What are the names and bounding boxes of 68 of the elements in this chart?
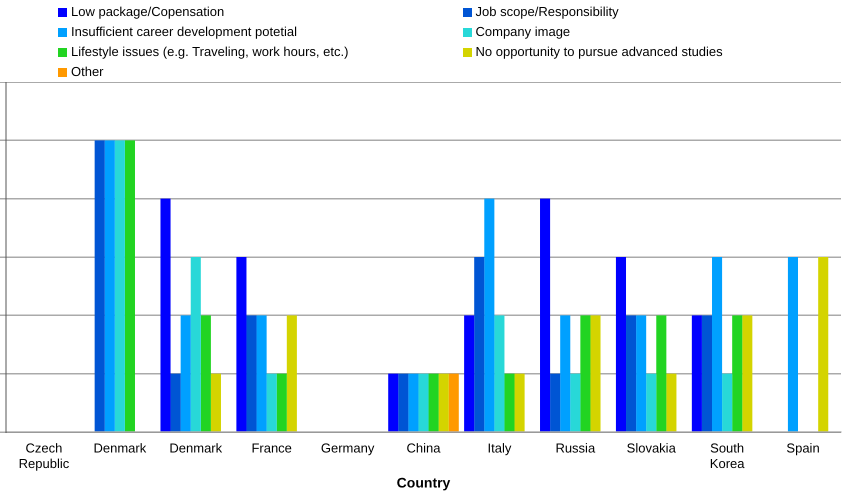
bar xyxy=(474,257,484,432)
bar xyxy=(646,374,656,432)
legend-label: No opportunity to pursue advanced studies xyxy=(476,43,723,61)
x-tick-label: Slovakia xyxy=(626,440,677,456)
bar xyxy=(124,140,135,432)
bar xyxy=(636,315,646,432)
bar xyxy=(200,315,211,432)
x-tick-label: Spain xyxy=(786,440,820,456)
bar xyxy=(616,257,626,432)
x-tick-label: Russia xyxy=(555,440,596,456)
bar xyxy=(788,257,798,432)
legend-label: Lifestyle issues (e.g. Traveling, work hours, etc.) xyxy=(71,43,348,61)
x-tick-label: Italy xyxy=(487,440,512,456)
bar xyxy=(692,315,702,432)
legend-label: Job scope/Responsibility xyxy=(476,3,619,21)
bar xyxy=(210,374,221,432)
bar xyxy=(276,374,287,432)
bar xyxy=(94,140,105,432)
bar xyxy=(408,374,418,432)
bar xyxy=(484,198,494,432)
bar xyxy=(514,374,525,432)
bar xyxy=(170,374,181,432)
bar xyxy=(398,374,408,432)
bar xyxy=(438,374,449,432)
bar xyxy=(722,374,732,432)
legend-label: Insufficient career development potetial xyxy=(71,23,297,41)
bar xyxy=(428,374,439,432)
bar xyxy=(580,315,590,432)
bar xyxy=(540,198,550,432)
bar xyxy=(626,315,636,432)
bar xyxy=(180,315,191,432)
bar xyxy=(504,374,515,432)
bar xyxy=(464,315,474,432)
bar xyxy=(190,257,201,432)
bar xyxy=(246,315,257,432)
bar xyxy=(590,315,601,432)
bar xyxy=(236,257,246,432)
bar xyxy=(550,374,560,432)
bar xyxy=(286,315,297,432)
legend-label: Low package/Copensation xyxy=(71,3,224,21)
bar xyxy=(114,140,125,432)
x-tick-label: South Korea xyxy=(710,440,746,471)
x-tick-label: Denmark xyxy=(169,440,223,456)
bar xyxy=(418,374,429,432)
x-tick-label: Germany xyxy=(320,440,375,456)
x-tick-label: France xyxy=(251,440,292,456)
x-tick-label: China xyxy=(406,440,442,456)
x-tick-label: Denmark xyxy=(93,440,147,456)
bar xyxy=(448,374,459,432)
bar xyxy=(388,374,398,432)
bar xyxy=(256,315,267,432)
bar xyxy=(732,315,742,432)
bar xyxy=(494,315,504,432)
bar xyxy=(160,198,171,432)
bar xyxy=(702,315,712,432)
x-axis-title: Country xyxy=(396,474,451,490)
bar xyxy=(656,315,666,432)
legend-label: Other xyxy=(71,63,104,81)
x-tick-label: Czech Republic xyxy=(18,440,70,471)
legend-label: Company image xyxy=(476,23,570,41)
bar xyxy=(818,257,828,432)
bar xyxy=(570,374,580,432)
bar xyxy=(560,315,570,432)
bar xyxy=(266,374,277,432)
bar xyxy=(104,140,115,432)
bar xyxy=(666,374,676,432)
bar xyxy=(742,315,752,432)
bar xyxy=(712,257,722,432)
